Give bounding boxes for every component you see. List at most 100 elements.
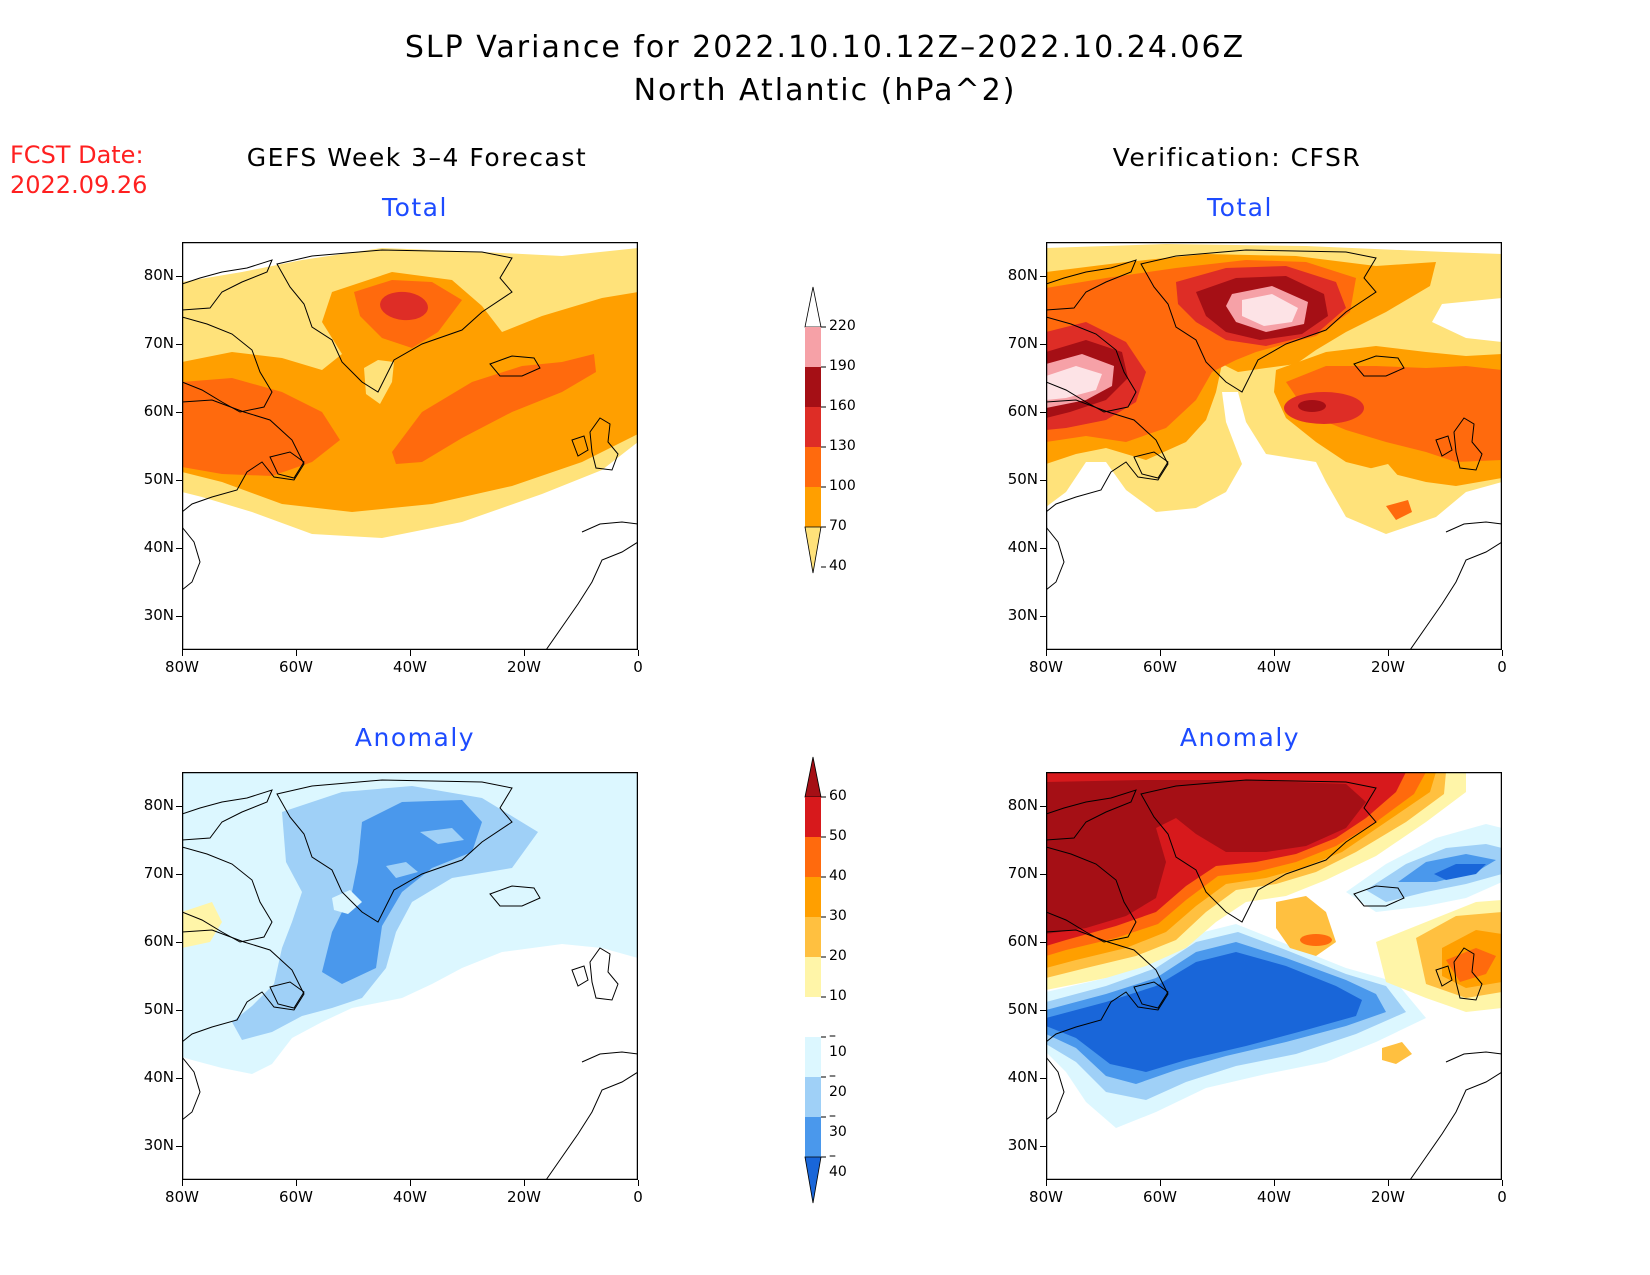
lat-label-40n: 40N <box>1007 538 1038 556</box>
coastline-0 <box>276 249 513 393</box>
lat-label-30n: 30N <box>1007 606 1038 624</box>
coastline-5 <box>182 1056 201 1121</box>
lat-tick <box>176 548 182 549</box>
coastline-4 <box>1133 981 1169 1009</box>
colorbar-label: 20 <box>829 948 847 964</box>
lon-tick <box>410 1180 411 1186</box>
colorbar-segment <box>805 1117 821 1157</box>
lon-tick <box>1388 650 1389 656</box>
lat-tick <box>176 942 182 943</box>
colorbar-label: 40 <box>829 558 847 574</box>
colorbar-label: 130 <box>829 438 856 454</box>
fcst-date-value: 2022.09.26 <box>10 171 148 199</box>
shade-130 <box>380 291 428 321</box>
colorbar-cap-bottom <box>804 1156 822 1204</box>
lat-label-70n: 70N <box>143 864 174 882</box>
lat-label-60n: 60N <box>1007 402 1038 420</box>
lon-tick <box>1502 1180 1503 1186</box>
shade-neg10-west <box>182 842 278 896</box>
shade-100-west <box>182 378 340 476</box>
lat-label-80n: 80N <box>143 796 174 814</box>
lat-tick <box>176 874 182 875</box>
lon-tick <box>638 650 639 656</box>
coastline-1 <box>1046 789 1137 841</box>
lat-tick <box>176 806 182 807</box>
shade-pos60 <box>1046 780 1366 934</box>
colorbar-label: 10 <box>829 988 847 1004</box>
lon-tick <box>296 650 297 656</box>
colorbar-cap-top <box>804 286 822 328</box>
lon-label-20w: 20W <box>507 658 541 676</box>
coastline-10 <box>545 1071 638 1180</box>
coastline-10 <box>1409 1071 1502 1180</box>
lat-tick <box>176 616 182 617</box>
lat-label-40n: 40N <box>1007 1068 1038 1086</box>
lat-label-50n: 50N <box>143 1000 174 1018</box>
lat-tick <box>176 276 182 277</box>
colorbar-segment <box>805 877 821 917</box>
coastline-2 <box>182 316 273 413</box>
colorbar-label: –20 <box>829 1068 847 1100</box>
coastline-2 <box>1046 846 1137 943</box>
coastline-3 <box>182 929 305 1043</box>
lon-tick <box>638 1180 639 1186</box>
coastline-10 <box>1409 541 1502 650</box>
colorbar-segment <box>805 957 821 997</box>
coastline-6 <box>489 885 541 907</box>
map-frame <box>182 242 638 650</box>
column-title-verification: Verification: CFSR <box>1112 143 1362 172</box>
lon-label-80w: 80W <box>1029 658 1063 676</box>
lon-label-60w: 60W <box>1143 1188 1177 1206</box>
coastline-7 <box>589 947 619 1001</box>
coastline-5 <box>1046 1056 1065 1121</box>
coastline-7 <box>589 417 619 471</box>
shade-neg10-hole <box>332 890 362 914</box>
coastline-1 <box>182 789 273 841</box>
shade-neg20-hole1 <box>420 828 464 844</box>
coastline-3 <box>1046 929 1169 1043</box>
lat-label-60n: 60N <box>1007 932 1038 950</box>
map-frame <box>1046 242 1502 650</box>
coastline-0 <box>276 779 513 923</box>
coastline-6 <box>1353 885 1405 907</box>
lon-label-80w: 80W <box>1029 1188 1063 1206</box>
colorbar-segment <box>805 797 821 837</box>
shade-neg40-east <box>1434 864 1486 880</box>
shade-100-patch <box>1386 500 1412 520</box>
shade-100-east <box>1286 366 1502 462</box>
lat-tick <box>176 1146 182 1147</box>
lon-label-0: 0 <box>633 1188 643 1206</box>
colorbar-label: 50 <box>829 828 847 844</box>
colorbar-segment <box>805 407 821 447</box>
colorbar-label: 160 <box>829 398 856 414</box>
colorbar-label: –10 <box>829 1028 847 1060</box>
shade-neg40 <box>1046 952 1362 1072</box>
lat-tick <box>1040 1146 1046 1147</box>
lat-tick <box>176 412 182 413</box>
shade-40-gap <box>364 360 394 404</box>
column-title-forecast: GEFS Week 3–4 Forecast <box>246 143 588 172</box>
coastline-9 <box>1445 1051 1502 1063</box>
lat-tick <box>1040 276 1046 277</box>
colorbar-label: 190 <box>829 358 856 374</box>
coastline-9 <box>581 521 638 533</box>
lat-tick <box>1040 616 1046 617</box>
map-frame <box>182 772 638 1180</box>
lat-label-70n: 70N <box>1007 864 1038 882</box>
lon-label-80w: 80W <box>165 658 199 676</box>
lat-tick <box>1040 874 1046 875</box>
lat-tick <box>1040 344 1046 345</box>
shade-neg20-hole2 <box>386 862 418 878</box>
lat-label-80n: 80N <box>1007 796 1038 814</box>
coastline-2 <box>1046 316 1137 413</box>
lon-label-60w: 60W <box>279 658 313 676</box>
lon-tick <box>1046 1180 1047 1186</box>
shade-pos10 <box>182 902 222 948</box>
colorbar-segment <box>805 1077 821 1117</box>
shade-100-east <box>392 354 596 464</box>
panel-title-forecast-anomaly: Anomaly <box>354 723 476 752</box>
lon-tick <box>1160 650 1161 656</box>
lat-label-30n: 30N <box>143 606 174 624</box>
lat-label-80n: 80N <box>143 266 174 284</box>
lon-tick <box>182 1180 183 1186</box>
